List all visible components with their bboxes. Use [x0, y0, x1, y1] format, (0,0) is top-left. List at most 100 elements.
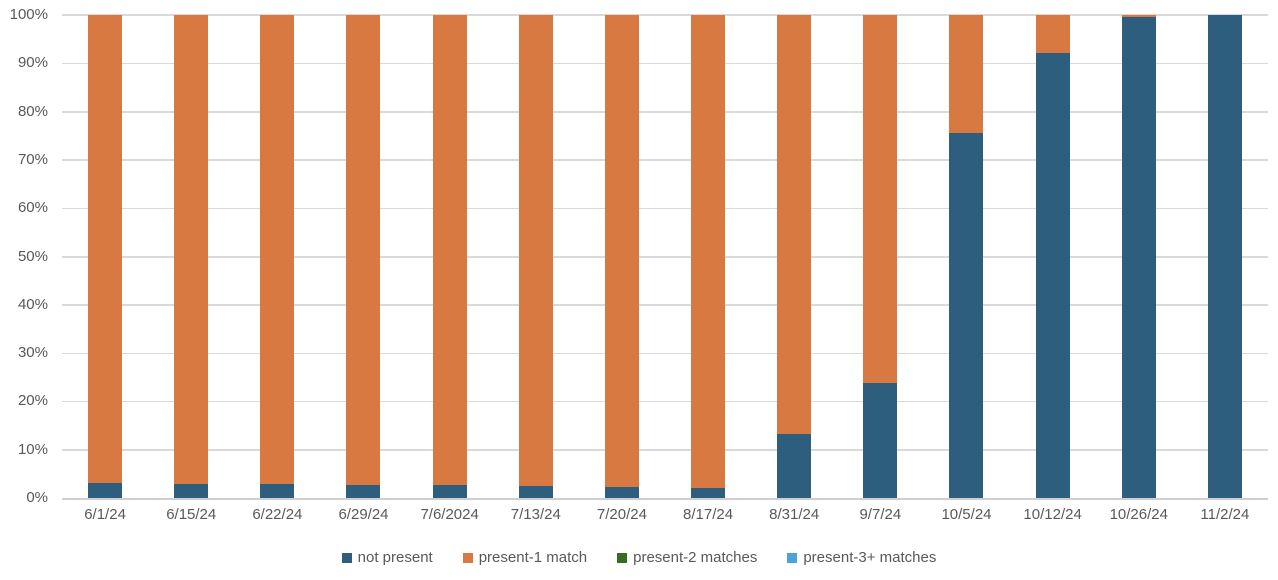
y-tick-label: 80% — [17, 102, 48, 120]
y-tick-label: 10% — [17, 440, 48, 458]
legend-item-present-1-match: present-1 match — [462, 549, 588, 567]
legend-swatch-icon — [617, 553, 628, 563]
bar-segment-present-1-match — [1035, 15, 1070, 53]
y-tick-label: 50% — [17, 247, 48, 265]
legend-label: present-1 match — [478, 549, 588, 566]
legend-swatch-icon — [462, 553, 473, 563]
x-tick-label: 7/13/24 — [510, 506, 561, 523]
x-tick-label: 10/12/24 — [1023, 506, 1082, 523]
bar-slot-6/22/24 — [234, 15, 320, 498]
legend-swatch-icon — [787, 553, 798, 563]
stacked-bar-7/6/2024 — [432, 15, 467, 498]
bar-slot-10/12/24 — [1010, 15, 1096, 498]
bar-slot-9/7/24 — [837, 15, 923, 498]
stacked-bar-8/17/24 — [691, 15, 726, 498]
gridline-100 — [62, 14, 1268, 16]
plot-area — [62, 14, 1268, 500]
y-tick-label: 70% — [17, 150, 48, 168]
bar-segment-not-present — [691, 488, 726, 498]
stacked-bar-8/31/24 — [777, 15, 812, 498]
bar-segment-present-1-match — [604, 15, 639, 487]
legend-label: present-3+ matches — [803, 549, 937, 566]
stacked-bar-6/15/24 — [174, 15, 209, 498]
bar-slot-7/20/24 — [579, 15, 665, 498]
bar-slot-10/26/24 — [1096, 15, 1182, 498]
bar-segment-present-1-match — [1121, 15, 1156, 18]
x-tick-label: 9/7/24 — [859, 506, 902, 523]
bar-segment-present-1-match — [691, 15, 726, 489]
bar-segment-present-1-match — [260, 15, 295, 485]
bar-segment-present-1-match — [949, 15, 984, 133]
stacked-bar-10/26/24 — [1121, 15, 1156, 498]
bar-segment-present-1-match — [863, 15, 898, 384]
gridline-80 — [62, 111, 1268, 113]
x-tick-label: 11/2/24 — [1200, 506, 1250, 523]
x-tick-label: 6/1/24 — [84, 506, 126, 523]
gridline-30 — [62, 352, 1268, 355]
stacked-bar-9/7/24 — [863, 15, 898, 498]
gridline-20 — [62, 400, 1268, 403]
stacked-bar-6/1/24 — [88, 15, 123, 498]
bar-slot-8/31/24 — [751, 15, 837, 498]
y-tick-label: 0% — [26, 489, 48, 506]
bar-segment-present-1-match — [346, 15, 381, 486]
gridline-50 — [62, 255, 1268, 258]
bar-segment-present-1-match — [518, 15, 553, 487]
bar-slot-6/29/24 — [320, 15, 406, 498]
legend-label: not present — [357, 549, 433, 566]
bar-segment-present-1-match — [88, 15, 123, 484]
bars-layer — [62, 15, 1268, 498]
bar-segment-not-present — [260, 484, 295, 498]
stacked-bar-10/5/24 — [949, 15, 984, 498]
stacked-bar-7/20/24 — [604, 15, 639, 498]
y-tick-label: 40% — [17, 295, 48, 313]
legend-swatch-icon — [341, 553, 352, 563]
bar-slot-8/17/24 — [665, 15, 751, 498]
bar-segment-not-present — [949, 132, 984, 498]
gridline-60 — [62, 207, 1268, 210]
x-tick-label: 10/5/24 — [941, 506, 992, 523]
y-tick-label: 90% — [17, 54, 48, 72]
x-axis: 6/1/24 6/15/24 6/22/24 6/29/24 7/6/2024 7/13/… — [62, 505, 1268, 525]
bar-segment-not-present — [432, 485, 467, 498]
legend-item-not-present: not present — [341, 549, 433, 567]
y-axis: 0% 10% 20% 30% 40% 50% 60% 70% 80% 90% 100% — [0, 6, 48, 506]
bar-segment-not-present — [863, 383, 898, 498]
x-tick-label: 6/15/24 — [166, 506, 217, 523]
bar-slot-7/13/24 — [493, 15, 579, 498]
stacked-bar-6/29/24 — [346, 15, 381, 498]
y-tick-label: 100% — [9, 6, 48, 23]
stacked-bar-10/12/24 — [1035, 15, 1070, 498]
x-tick-label: 7/20/24 — [596, 506, 647, 523]
gridline-90 — [62, 62, 1268, 65]
bar-segment-present-1-match — [174, 15, 209, 484]
gridline-70 — [62, 159, 1268, 161]
bar-segment-not-present — [518, 486, 553, 498]
legend-item-present-2-matches: present-2 matches — [617, 549, 757, 567]
y-tick-label: 20% — [17, 392, 48, 410]
bar-segment-not-present — [1121, 17, 1156, 498]
bar-segment-not-present — [604, 486, 639, 498]
x-tick-label: 7/6/2024 — [420, 506, 479, 523]
x-tick-label: 8/17/24 — [683, 506, 734, 523]
x-axis-baseline — [62, 498, 1268, 500]
stacked-bar-6/22/24 — [260, 15, 295, 498]
x-tick-label: 8/31/24 — [769, 506, 820, 523]
bar-segment-not-present — [777, 434, 812, 498]
bar-segment-present-1-match — [432, 15, 467, 486]
bar-slot-7/6/2024 — [407, 15, 493, 498]
stacked-bar-7/13/24 — [518, 15, 553, 498]
bar-segment-not-present — [88, 483, 123, 498]
x-tick-label: 10/26/24 — [1109, 506, 1168, 523]
legend: not present present-1 match present-2 matc… — [0, 549, 1278, 567]
bar-segment-not-present — [1035, 52, 1070, 498]
stacked-bar-11/2/24 — [1207, 15, 1242, 498]
bar-segment-not-present — [174, 484, 209, 498]
gridline-10 — [62, 449, 1268, 451]
bar-slot-11/2/24 — [1182, 15, 1268, 498]
gridline-40 — [62, 304, 1268, 306]
x-tick-label: 6/29/24 — [338, 506, 389, 523]
bar-slot-6/15/24 — [148, 15, 234, 498]
bar-segment-present-1-match — [777, 15, 812, 435]
